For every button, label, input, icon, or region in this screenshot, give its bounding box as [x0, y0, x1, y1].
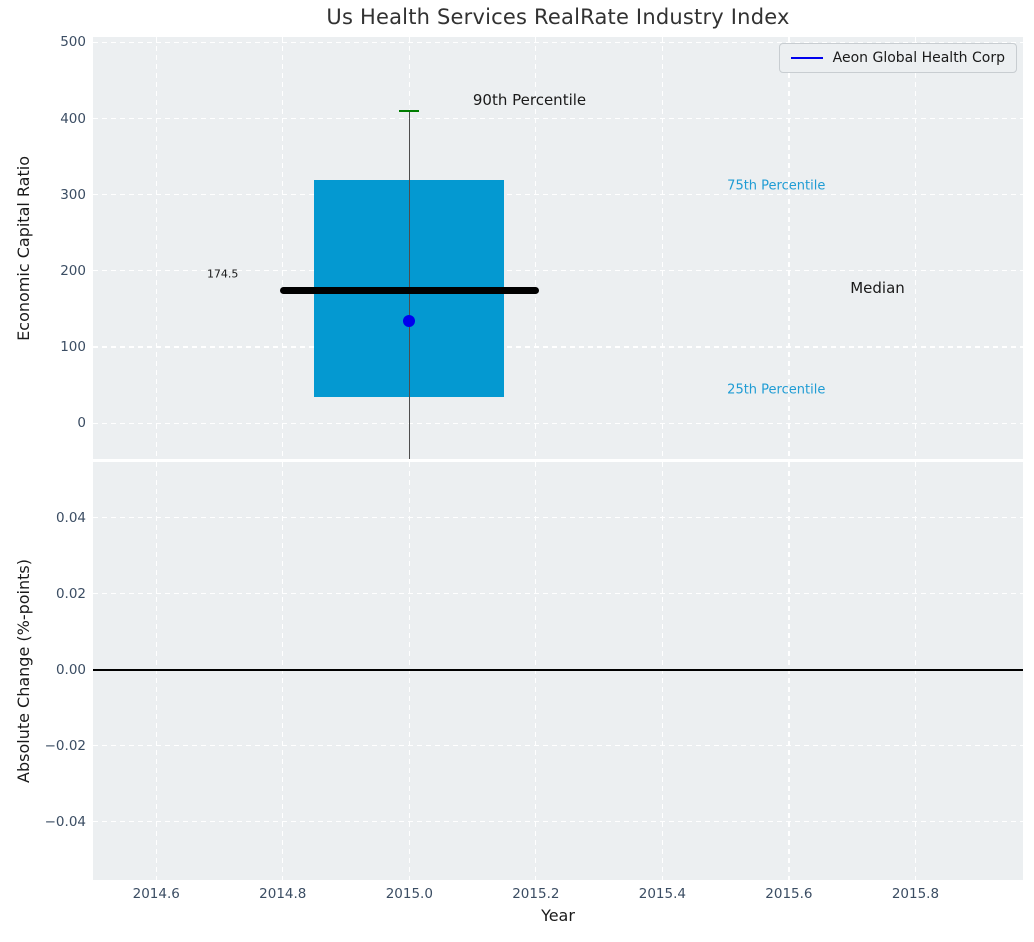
gridline-vertical [914, 462, 917, 880]
gridline-horizontal [93, 593, 1023, 595]
gridline-horizontal [93, 117, 1023, 120]
x-tick-label: 2014.8 [259, 886, 307, 902]
gridline-vertical [282, 462, 284, 880]
gridline-vertical [914, 37, 917, 459]
gridline-horizontal [93, 821, 1023, 823]
x-tick-label: 2015.8 [891, 886, 940, 902]
x-tick-label: 2015.2 [512, 886, 560, 902]
gridline-vertical [661, 462, 663, 880]
x-tick-label: 2015.6 [765, 886, 813, 902]
gridline-horizontal [93, 41, 1023, 43]
x-tick-label: 2015.4 [638, 886, 686, 902]
gridline-vertical [788, 462, 790, 880]
gridline-horizontal [93, 745, 1023, 747]
p90-cap-marker [399, 109, 420, 113]
gridline-vertical [282, 37, 284, 459]
y-tick-label: 100 [60, 339, 86, 356]
gridline-horizontal [93, 270, 1023, 272]
bottom-axes-absolute-change [93, 462, 1023, 880]
y-tick-label: 400 [60, 110, 86, 127]
annotation-174-5: 174.5 [206, 267, 239, 281]
annotation-90th-percentile: 90th Percentile [472, 91, 587, 110]
y-axis-label-top: Economic Capital Ratio [13, 155, 33, 341]
y-tick-label: 500 [60, 34, 86, 51]
y-tick-label: 0.02 [55, 585, 86, 602]
gridline-vertical [155, 37, 157, 459]
annotation-75th-percentile: 75th Percentile [727, 178, 826, 194]
gridline-horizontal [93, 422, 1023, 424]
y-tick-label: 300 [60, 186, 86, 203]
y-tick-label: 0 [77, 415, 86, 432]
gridline-vertical [535, 37, 537, 459]
legend: Aeon Global Health Corp [778, 43, 1017, 73]
median-line [279, 286, 539, 295]
gridline-horizontal [93, 517, 1023, 519]
gridline-horizontal [93, 346, 1023, 348]
y-tick-label: 200 [60, 262, 86, 279]
y-tick-label: 0.04 [55, 509, 86, 526]
gridline-vertical [788, 37, 790, 459]
x-tick-label: 2015.0 [385, 886, 433, 902]
company-value-point [403, 315, 416, 328]
y-tick-label: −0.02 [44, 737, 86, 754]
annotation-median: Median [850, 279, 905, 298]
legend-line-sample [790, 56, 823, 60]
zero-reference-line [93, 669, 1023, 671]
top-axes-economic-capital-ratio: Aeon Global Health Corp 90th Percentile 1… [93, 37, 1023, 459]
gridline-horizontal [93, 194, 1023, 196]
gridline-vertical [155, 462, 157, 880]
chart-title: Us Health Services RealRate Industry Ind… [326, 5, 790, 29]
gridline-vertical [535, 462, 537, 880]
y-tick-label: −0.04 [44, 813, 86, 830]
x-axis-label: Year [541, 906, 575, 925]
whisker-line [408, 110, 411, 459]
y-axis-label-top-wrap: Economic Capital Ratio [8, 37, 38, 459]
y-tick-label: 0.00 [55, 661, 86, 678]
x-tick-label: 2014.6 [132, 886, 180, 902]
legend-label: Aeon Global Health Corp [832, 50, 1005, 66]
gridline-vertical [408, 462, 410, 880]
annotation-25th-percentile: 25th Percentile [727, 382, 826, 398]
gridline-vertical [661, 37, 663, 459]
